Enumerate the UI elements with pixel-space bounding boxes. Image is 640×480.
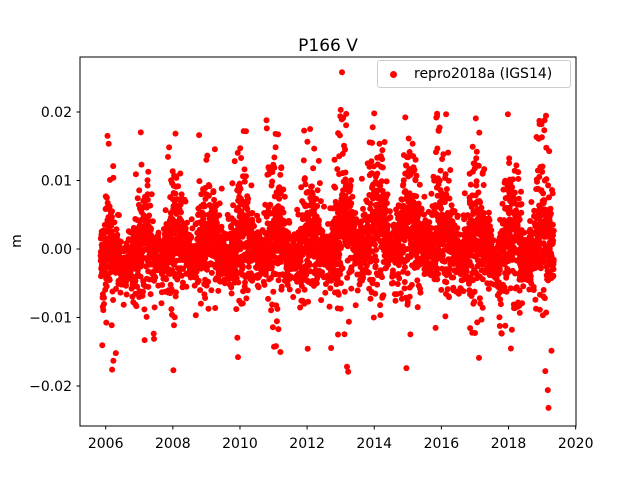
legend-label: repro2018a (IGS14) bbox=[414, 66, 553, 82]
y-tick-label: 0.00 bbox=[41, 242, 72, 258]
y-tick-label: 0.01 bbox=[41, 174, 72, 190]
x-tick-label: 2012 bbox=[289, 436, 325, 452]
y-axis-label: m bbox=[9, 234, 25, 248]
axes-frame bbox=[79, 56, 577, 427]
x-tick-label: 2006 bbox=[88, 436, 124, 452]
x-tick-label: 2018 bbox=[491, 436, 527, 452]
legend: repro2018a (IGS14) bbox=[377, 60, 571, 88]
chart-title: P166 V bbox=[298, 36, 358, 56]
x-tick-label: 2016 bbox=[424, 436, 460, 452]
y-tick-label: −0.02 bbox=[29, 379, 72, 395]
x-tick-label: 2020 bbox=[558, 436, 594, 452]
legend-marker-icon bbox=[390, 70, 397, 78]
x-tick-label: 2014 bbox=[356, 436, 392, 452]
y-tick-label: 0.02 bbox=[41, 105, 72, 121]
y-tick-label: −0.01 bbox=[29, 310, 72, 326]
x-tick-label: 2008 bbox=[155, 436, 191, 452]
x-tick-label: 2010 bbox=[222, 436, 258, 452]
data-points bbox=[97, 69, 557, 411]
